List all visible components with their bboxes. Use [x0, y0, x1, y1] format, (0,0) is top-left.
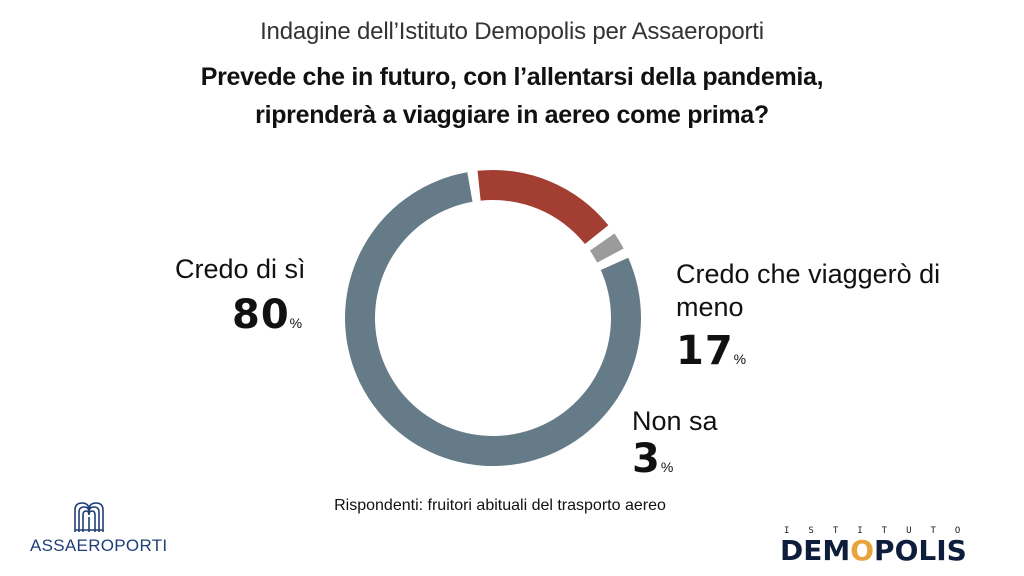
demopolis-wordmark: DEMOPOLIS — [780, 534, 1000, 567]
slice-credo-meno — [477, 170, 609, 245]
value-credo-si-number: 80 — [232, 292, 290, 338]
value-non-sa-unit: % — [660, 459, 674, 475]
label-credo-si: Credo di sì — [175, 254, 306, 284]
value-credo-meno: 17% — [676, 328, 746, 374]
label-credo-meno: Credo che viaggerò di meno — [676, 259, 941, 322]
slice-non-sa — [589, 233, 624, 263]
label-non-sa: Non sa — [632, 406, 718, 436]
value-credo-meno-unit: % — [733, 351, 747, 367]
value-credo-si-unit: % — [289, 315, 303, 331]
demopolis-wordmark-part: POLIS — [874, 534, 967, 567]
demopolis-accent-letter: O — [850, 534, 875, 567]
subtitle: Indagine dell’Istituto Demopolis per Ass… — [260, 18, 764, 45]
value-non-sa: 3% — [632, 436, 673, 482]
value-credo-si: 80% — [232, 292, 302, 338]
value-credo-meno-number: 17 — [676, 328, 734, 374]
assaeroporti-wordmark: ASSAEROPORTI — [30, 536, 168, 555]
assaeroporti-emblem-icon — [74, 502, 104, 532]
demopolis-wordmark-part: DEM — [780, 534, 851, 567]
demopolis-istituto: ISTITUTO — [784, 526, 980, 536]
question-line-2: riprenderà a viaggiare in aereo come pri… — [255, 101, 769, 129]
chart-question: Prevede che in futuro, con l’allentarsi … — [0, 58, 1024, 134]
assaeroporti-logo: ASSAEROPORTI — [30, 500, 168, 556]
footnote: Rispondenti: fruitori abituali del trasp… — [334, 497, 666, 514]
value-non-sa-number: 3 — [632, 436, 661, 482]
demopolis-logo: ISTITUTO DEMOPOLIS — [780, 526, 1000, 567]
question-line-1: Prevede che in futuro, con l’allentarsi … — [200, 63, 824, 91]
